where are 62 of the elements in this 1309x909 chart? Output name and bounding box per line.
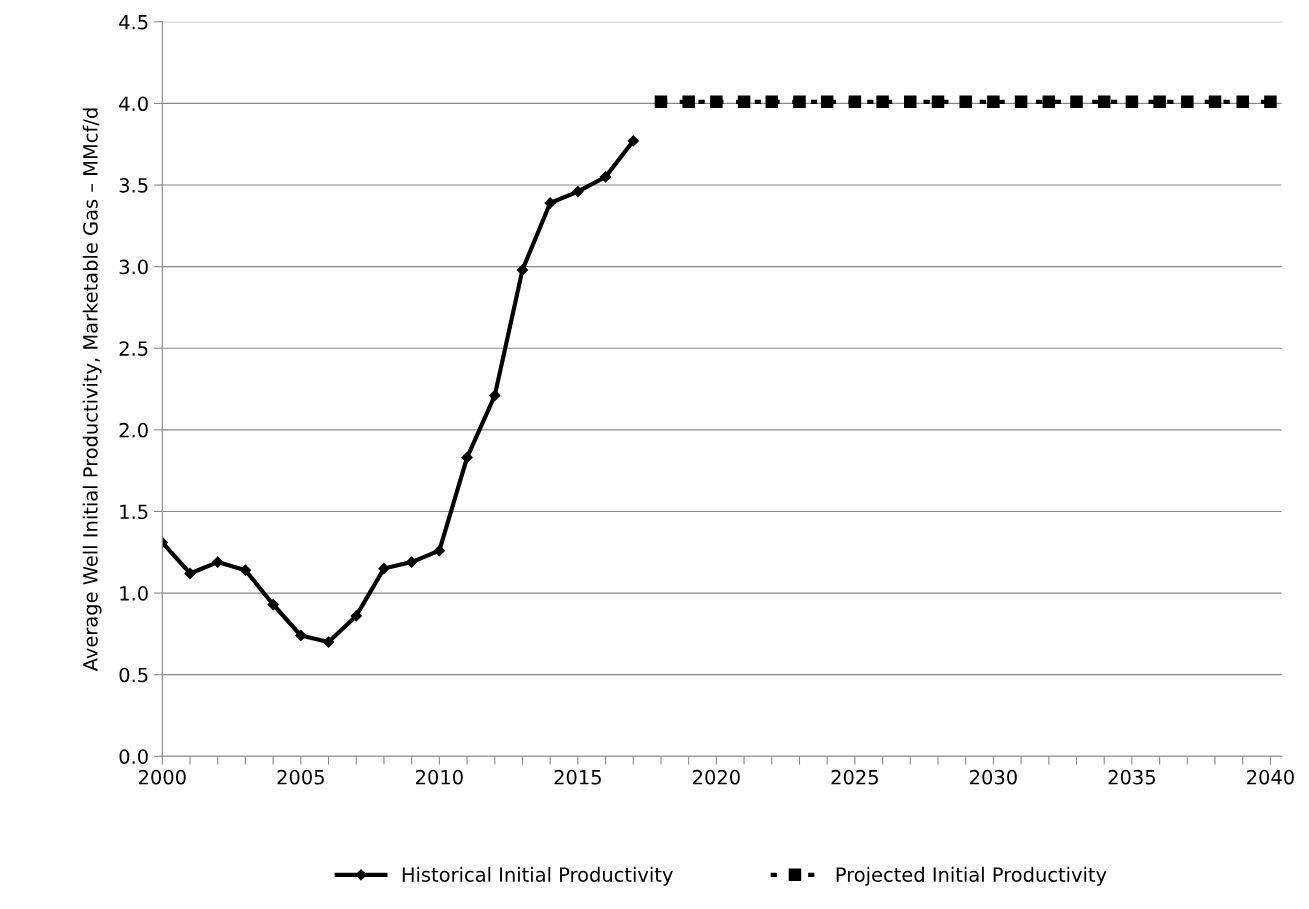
y-tick-label: 0.0 xyxy=(119,749,148,764)
point xyxy=(295,629,307,642)
y-tick-label: 2.5 xyxy=(119,341,148,356)
point xyxy=(959,95,972,109)
point xyxy=(267,598,279,611)
x-tick-label: 2040 xyxy=(1247,769,1294,785)
x-tick-label: 2030 xyxy=(970,769,1017,785)
point xyxy=(1236,95,1249,109)
point xyxy=(848,95,862,109)
point xyxy=(572,185,584,198)
point xyxy=(737,95,751,109)
y-tick-label: 3.0 xyxy=(119,259,148,275)
point xyxy=(184,567,196,580)
point xyxy=(1264,95,1277,109)
point xyxy=(820,95,834,109)
point xyxy=(461,451,473,464)
point xyxy=(1014,95,1028,109)
y-tick-label: 3.5 xyxy=(119,177,148,193)
point xyxy=(239,564,252,576)
x-tick-label: 2015 xyxy=(554,769,601,785)
point xyxy=(1153,95,1166,109)
point xyxy=(765,95,779,109)
point xyxy=(931,95,945,109)
point xyxy=(489,389,501,402)
x-tick-label: 2020 xyxy=(693,769,740,785)
point xyxy=(654,95,668,109)
x-tick-label: 2010 xyxy=(416,769,463,785)
point xyxy=(876,95,889,109)
y-tick-label: 2.0 xyxy=(119,422,148,438)
point xyxy=(710,95,723,109)
point xyxy=(793,95,806,109)
y-tick-label: 4.5 xyxy=(119,15,148,30)
x-tick-label: 2035 xyxy=(1108,769,1155,785)
y-axis-title: Average Well Initial Productivity, Marketable Gas – MMcf/d xyxy=(82,108,102,672)
point xyxy=(599,171,612,183)
point xyxy=(1208,95,1222,109)
point xyxy=(350,610,362,622)
point xyxy=(904,95,917,109)
point xyxy=(212,556,224,568)
point xyxy=(1181,95,1194,109)
point xyxy=(987,95,1000,109)
point xyxy=(1042,95,1056,109)
y-tick-label: 1.5 xyxy=(120,504,148,520)
legend-label: Projected Initial Productivity xyxy=(836,866,1107,886)
y-tick-label: 0.5 xyxy=(119,667,148,683)
point xyxy=(544,197,556,209)
point xyxy=(322,636,335,648)
point xyxy=(378,562,390,575)
point xyxy=(1097,95,1111,109)
y-tick-label: 4.0 xyxy=(119,96,148,112)
point xyxy=(433,545,445,557)
point xyxy=(627,135,639,147)
point xyxy=(1070,95,1083,109)
point xyxy=(682,95,695,109)
point xyxy=(516,264,529,276)
x-tick-label: 2005 xyxy=(277,769,324,785)
point xyxy=(406,556,418,568)
x-tick-label: 2025 xyxy=(831,769,878,785)
legend-label: Historical Initial Productivity xyxy=(402,866,673,886)
point xyxy=(1125,95,1139,109)
y-tick-label: 1.0 xyxy=(120,586,148,601)
x-tick-label: 2000 xyxy=(139,769,186,785)
